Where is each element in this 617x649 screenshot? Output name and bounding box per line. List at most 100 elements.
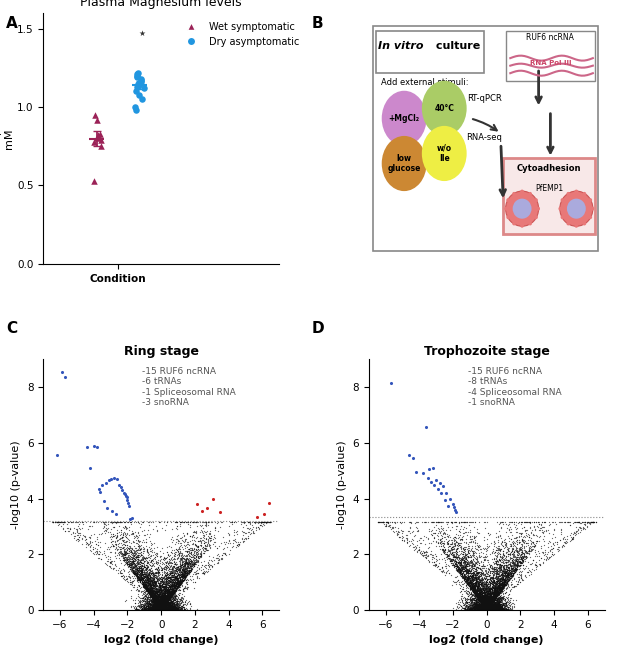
Point: [481, 602, 491, 613]
Point: [159, 591, 168, 601]
Point: [496, 565, 506, 576]
Point: [151, 604, 160, 615]
Point: [167, 600, 176, 610]
Point: [479, 604, 489, 614]
Point: [165, 591, 175, 602]
Point: [165, 589, 175, 600]
Point: [510, 566, 520, 576]
Point: [168, 576, 178, 587]
Point: [157, 596, 167, 606]
Point: [144, 604, 154, 614]
Point: [196, 540, 206, 550]
Point: [146, 602, 156, 613]
Point: [464, 565, 474, 576]
Point: [69, 532, 79, 543]
Point: [165, 602, 175, 612]
Point: [172, 559, 182, 569]
Point: [493, 585, 503, 596]
Point: [504, 565, 514, 575]
Point: [162, 605, 172, 615]
Point: [141, 584, 151, 594]
Point: [180, 572, 189, 583]
Point: [486, 602, 496, 613]
Point: [487, 604, 497, 614]
Point: [128, 528, 138, 538]
Point: [175, 604, 185, 614]
Point: [460, 602, 470, 612]
Point: [157, 595, 167, 606]
Point: [170, 576, 180, 587]
Point: [471, 600, 481, 610]
Point: [476, 602, 486, 612]
Point: [147, 569, 157, 579]
Point: [166, 587, 176, 598]
Point: [447, 556, 457, 566]
Point: [491, 601, 500, 611]
Point: [481, 596, 491, 606]
Point: [447, 554, 457, 565]
Point: [160, 553, 170, 563]
Point: [158, 599, 168, 609]
Point: [535, 559, 545, 570]
Point: [453, 564, 463, 574]
Point: [497, 566, 507, 576]
Point: [482, 559, 492, 570]
Point: [145, 546, 155, 556]
Point: [458, 603, 468, 613]
Point: [460, 561, 470, 571]
Point: [427, 550, 437, 560]
Point: [152, 605, 162, 615]
Point: [486, 588, 495, 598]
Point: [500, 603, 510, 613]
Point: [123, 554, 133, 564]
Point: [161, 598, 171, 608]
Point: [438, 540, 448, 550]
Point: [131, 565, 141, 575]
Point: [151, 595, 160, 606]
Point: [152, 576, 162, 586]
Point: [176, 598, 186, 609]
Point: [175, 520, 184, 531]
Point: [545, 545, 555, 555]
Point: [121, 532, 131, 542]
Point: [179, 566, 189, 576]
Point: [160, 600, 170, 610]
Point: [463, 561, 473, 572]
Point: [482, 596, 492, 606]
Point: [499, 600, 508, 611]
Point: [503, 561, 513, 572]
Point: [243, 532, 253, 543]
Point: [139, 581, 149, 591]
Point: [147, 589, 157, 600]
Point: [467, 604, 477, 614]
Point: [469, 587, 479, 597]
Point: [481, 599, 491, 609]
Point: [158, 604, 168, 615]
Point: [162, 578, 172, 588]
Point: [476, 604, 486, 615]
Point: [479, 604, 489, 615]
Point: [489, 539, 499, 549]
Point: [568, 532, 578, 542]
Point: [455, 560, 465, 570]
Point: [135, 574, 144, 585]
Point: [474, 573, 484, 583]
Point: [463, 601, 473, 611]
Point: [474, 598, 484, 609]
Point: [471, 602, 481, 613]
Point: [175, 573, 185, 583]
Point: [484, 593, 494, 604]
Point: [509, 552, 519, 562]
Point: [147, 590, 157, 600]
Point: [483, 597, 493, 607]
Point: [484, 559, 494, 569]
Point: [162, 604, 172, 614]
Point: [456, 601, 466, 611]
Point: [498, 570, 508, 580]
Point: [136, 578, 146, 589]
Point: [168, 585, 178, 595]
Point: [479, 591, 489, 602]
Point: [470, 590, 480, 600]
Point: [487, 586, 497, 596]
Point: [489, 561, 499, 572]
